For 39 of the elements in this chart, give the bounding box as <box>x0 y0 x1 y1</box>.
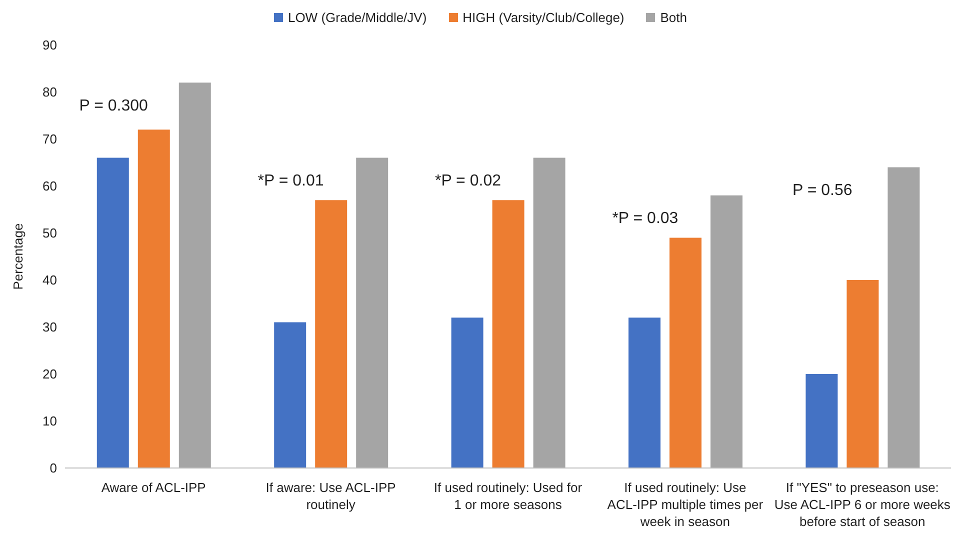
bar <box>888 167 920 468</box>
x-tick-label: If used routinely: Used for 1 or more seasons <box>434 480 583 512</box>
y-tick-label: 10 <box>42 414 57 429</box>
bar <box>710 195 742 468</box>
bar <box>628 318 660 468</box>
annotation: *P = 0.01 <box>258 172 324 190</box>
x-tick-label: If "YES" to preseason use: Use ACL-IPP 6 or more weeks before start of season <box>774 480 951 529</box>
bar <box>274 322 306 468</box>
y-tick-label: 70 <box>42 132 57 147</box>
bar <box>356 158 388 468</box>
legend-label: HIGH (Varsity/Club/College) <box>462 10 624 25</box>
annotation: *P = 0.02 <box>435 172 502 190</box>
annotation: P = 0.300 <box>79 97 148 114</box>
y-tick-label: 50 <box>42 226 57 241</box>
y-tick-label: 20 <box>42 366 57 382</box>
annotation: P = 0.56 <box>792 182 852 199</box>
bar <box>451 318 484 468</box>
y-tick-label: 0 <box>50 460 57 476</box>
y-tick-label: 40 <box>42 272 57 288</box>
bar <box>138 130 170 468</box>
x-tick-label: Aware of ACL-IPP <box>101 480 206 495</box>
y-axis-title: Percentage <box>10 223 26 290</box>
x-tick-label: If aware: Use ACL-IPP routinely <box>266 480 396 512</box>
legend-label: Both <box>659 10 688 25</box>
y-tick-label: 30 <box>42 320 57 335</box>
bar <box>178 82 211 468</box>
legend-label: LOW (Grade/Middle/JV) <box>286 10 427 25</box>
y-tick-label: 90 <box>42 38 57 53</box>
y-tick-label: 60 <box>42 178 57 194</box>
bar <box>533 158 566 468</box>
bar <box>96 158 129 468</box>
bar <box>806 374 838 468</box>
bar <box>846 280 879 468</box>
bar <box>492 200 524 468</box>
bar <box>315 200 348 468</box>
y-tick-label: 80 <box>42 84 57 100</box>
x-tick-label: If used routinely: Use ACL-IPP multiple times per week in season <box>607 480 764 529</box>
bar <box>669 238 702 468</box>
annotation: *P = 0.03 <box>612 210 678 228</box>
